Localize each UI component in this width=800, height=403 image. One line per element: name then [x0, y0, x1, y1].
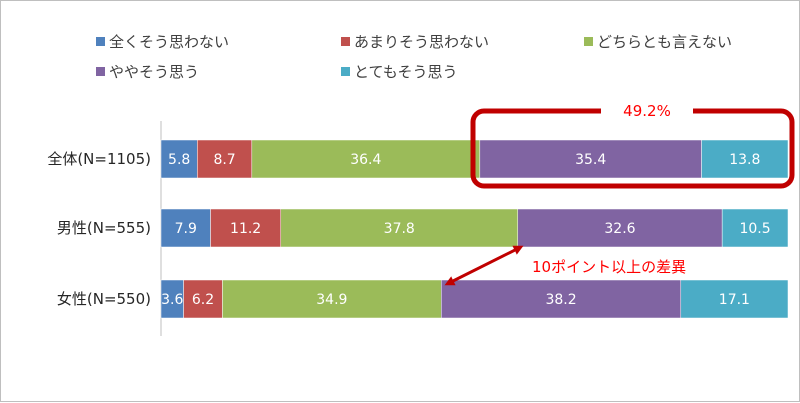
difference-arrow	[444, 245, 524, 286]
data-label: 8.7	[213, 152, 235, 168]
data-label: 3.6	[161, 292, 183, 308]
highlight-label-bg	[601, 97, 693, 123]
bar-segment	[222, 279, 442, 319]
category-label: 男性(N=555)	[57, 219, 151, 237]
data-label: 17.1	[719, 292, 750, 308]
bar-segment	[701, 139, 789, 179]
data-label: 10.5	[739, 221, 770, 237]
bar-segment	[183, 279, 223, 319]
bar-segment	[721, 208, 789, 248]
bar-segment	[680, 279, 789, 319]
difference-label: 10ポイント以上の差異	[532, 258, 686, 276]
legend-swatch	[96, 37, 105, 46]
legend-label: あまりそう思わない	[354, 33, 489, 51]
bar-segment	[160, 208, 211, 248]
highlight-label: 49.2%	[623, 102, 671, 120]
category-label: 全体(N=1105)	[47, 150, 151, 168]
legend-swatch	[341, 37, 350, 46]
bar-segment	[210, 208, 282, 248]
legend-swatch	[341, 67, 350, 76]
data-label: 38.2	[545, 292, 576, 308]
data-label: 37.8	[384, 221, 415, 237]
legend-label: とてもそう思う	[354, 63, 458, 81]
data-label: 13.8	[729, 152, 760, 168]
category-axis: 全体(N=1105) 男性(N=555) 女性(N=550)	[47, 121, 162, 336]
bar-segment	[280, 208, 519, 248]
data-label: 5.8	[168, 152, 190, 168]
bar-segment	[251, 139, 481, 179]
data-label: 11.2	[230, 221, 261, 237]
data-label: 32.6	[604, 221, 635, 237]
data-label: 7.9	[175, 221, 197, 237]
bar-segment	[441, 279, 682, 319]
legend-label: どちらとも言えない	[597, 33, 732, 51]
bars: 5.8 8.7 36.4 35.4 13.8 7.9 11.2 37.8 32.6 10.5 3.6…	[160, 139, 789, 319]
legend-swatch	[96, 67, 105, 76]
data-label: 6.2	[192, 292, 214, 308]
category-label: 女性(N=550)	[57, 290, 151, 308]
bar-segment	[517, 208, 723, 248]
bar-segment	[197, 139, 253, 179]
data-label: 36.4	[350, 152, 381, 168]
legend-label: ややそう思う	[109, 63, 199, 81]
legend-label: 全くそう思わない	[109, 33, 229, 51]
data-label: 34.9	[316, 292, 347, 308]
annotations: 49.2% 10ポイント以上の差異	[444, 97, 795, 286]
legend-swatch	[584, 37, 593, 46]
data-label: 35.4	[575, 152, 606, 168]
bar-segment	[479, 139, 702, 179]
